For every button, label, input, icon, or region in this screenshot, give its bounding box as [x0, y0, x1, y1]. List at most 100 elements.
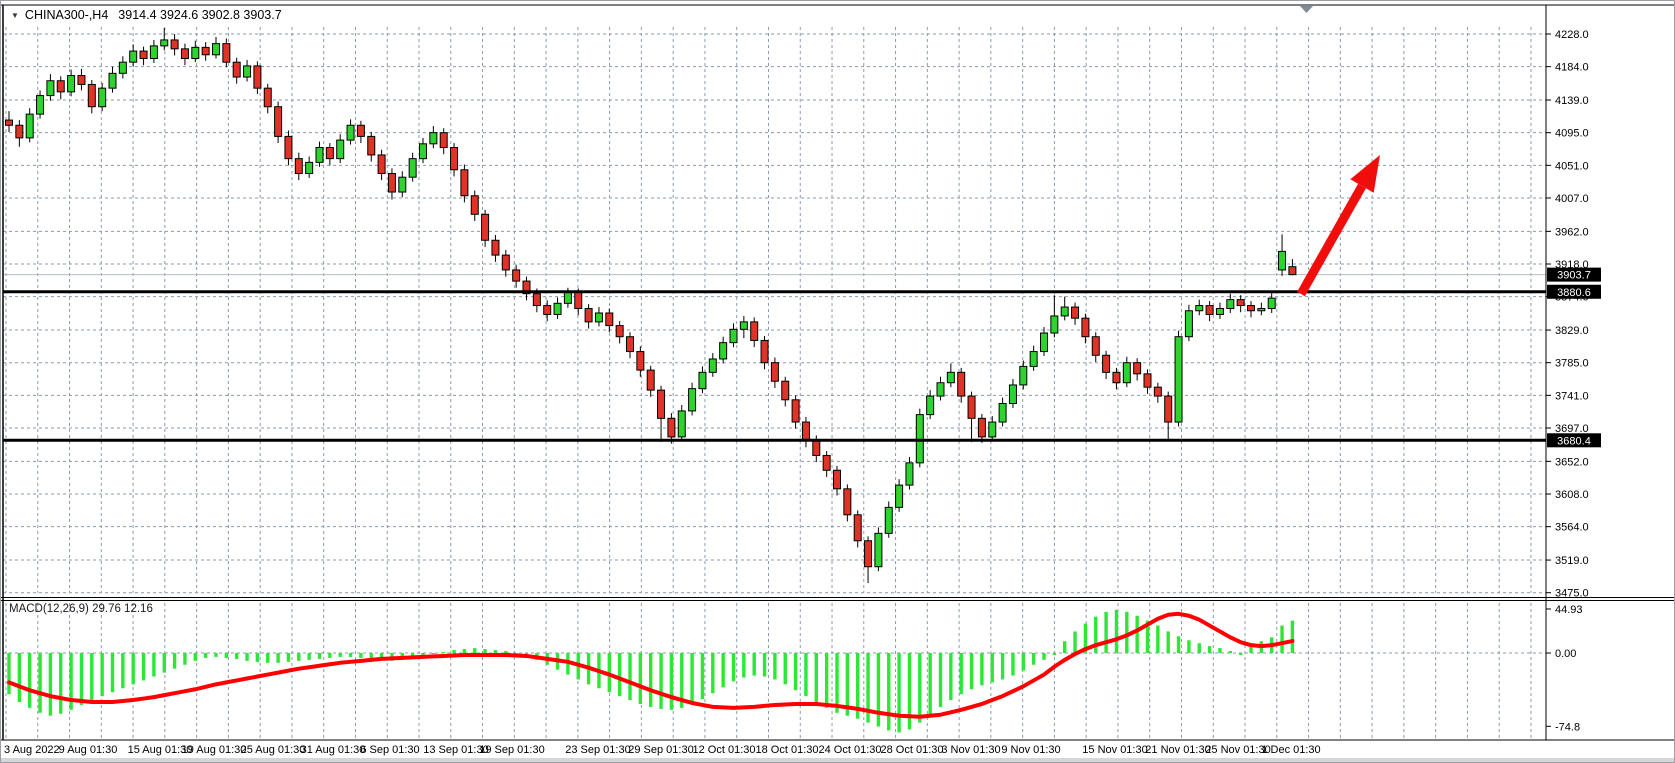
- macd-histogram-bar: [1114, 609, 1119, 653]
- candle-body: [1195, 305, 1204, 312]
- candle-body: [439, 132, 448, 149]
- candle-body: [419, 143, 427, 160]
- macd-histogram-bar: [473, 648, 477, 653]
- macd-histogram-bar: [1280, 625, 1284, 653]
- hline-price-tag: 3880.6: [1557, 287, 1591, 299]
- macd-histogram-bar: [721, 653, 725, 688]
- candle-body: [1278, 250, 1287, 271]
- candle-body: [884, 506, 893, 534]
- macd-histogram-bar: [193, 653, 197, 661]
- candle-body: [1205, 305, 1214, 315]
- macd-histogram-bar: [183, 653, 187, 665]
- candle-body: [98, 87, 107, 108]
- macd-histogram-bar: [307, 653, 311, 660]
- candle-body: [180, 48, 189, 59]
- macd-histogram-bar: [59, 653, 63, 714]
- macd-indicator-label: MACD(12,26,9) 29.76 12.16: [9, 603, 153, 615]
- candle-body: [760, 339, 769, 364]
- candle-body: [729, 328, 738, 344]
- candle-body: [108, 72, 117, 89]
- macd-histogram-bar: [162, 653, 166, 673]
- candle-body: [46, 80, 55, 97]
- date-label: 24 Oct 01:30: [819, 744, 882, 756]
- chart-shift-marker-icon[interactable]: [1300, 6, 1313, 13]
- candle-body: [977, 417, 986, 438]
- macd-histogram-bar: [742, 653, 746, 678]
- price-tick-label: 3785.0: [1555, 358, 1589, 370]
- macd-signal-line: [7, 611, 1295, 719]
- macd-histogram-bar: [1238, 653, 1243, 655]
- macd-histogram-bar: [949, 653, 953, 701]
- macd-histogram-bar: [628, 653, 632, 701]
- current-price-tag: 3903.7: [1557, 270, 1591, 282]
- macd-histogram-bar: [141, 653, 146, 681]
- candle-body: [222, 43, 231, 63]
- candle-body: [988, 421, 997, 438]
- price-tick-label: 3519.0: [1555, 555, 1589, 567]
- macd-histogram-bar: [152, 653, 156, 677]
- candle-body: [812, 440, 821, 456]
- price-tick-label: 3697.0: [1555, 423, 1589, 435]
- candle-body: [1143, 373, 1152, 388]
- macd-histogram-bar: [379, 653, 384, 660]
- date-label: 9 Aug 01:30: [59, 744, 118, 756]
- candle-body: [387, 172, 396, 193]
- candle-body: [491, 239, 500, 256]
- macd-histogram-bar: [793, 653, 798, 691]
- price-tick-label: 3475.0: [1555, 588, 1589, 600]
- macd-histogram-bar: [121, 653, 125, 689]
- candle-body: [118, 61, 127, 74]
- candle-body: [1019, 365, 1028, 386]
- macd-histogram-bar: [1125, 611, 1129, 653]
- candle-body: [501, 254, 510, 271]
- price-tick-label: 3741.0: [1555, 390, 1589, 402]
- candle-body: [874, 532, 883, 568]
- macd-histogram-bar: [1063, 641, 1067, 653]
- candle-body: [615, 325, 624, 338]
- date-label: 1 Dec 01:30: [1261, 744, 1320, 756]
- date-label: 29 Sep 01:30: [628, 744, 693, 756]
- candle-body: [294, 158, 303, 174]
- candle-body: [356, 124, 365, 137]
- macd-histogram-bar: [1249, 645, 1253, 653]
- date-label: 15 Nov 01:30: [1082, 744, 1147, 756]
- candle-body: [915, 414, 924, 464]
- macd-histogram-bar: [69, 653, 73, 710]
- candle-body: [1164, 395, 1173, 423]
- candle-body: [5, 119, 13, 126]
- trend-arrow-head-icon[interactable]: [1350, 155, 1380, 193]
- macd-histogram-bar: [980, 653, 984, 686]
- macd-histogram-bar: [1073, 631, 1077, 653]
- candle-body: [1071, 306, 1080, 319]
- macd-histogram-bar: [17, 653, 22, 702]
- macd-histogram-bar: [876, 653, 881, 727]
- macd-histogram-bar: [938, 653, 943, 707]
- price-tick-label: 3652.0: [1555, 456, 1589, 468]
- macd-histogram-bar: [731, 653, 736, 682]
- hline-price-tag: 3680.4: [1557, 435, 1591, 447]
- candle-body: [822, 454, 831, 471]
- macd-histogram-bar: [918, 653, 922, 723]
- macd-histogram-bar: [1218, 648, 1222, 653]
- chart-title-bar: ▼ CHINA300-,H4 3914.4 3924.6 3902.8 3903.7: [11, 7, 282, 23]
- macd-histogram-bar: [1176, 636, 1181, 653]
- candle-body: [719, 342, 728, 360]
- macd-histogram-bar: [907, 653, 912, 730]
- date-label: 25 Aug 01:30: [241, 744, 306, 756]
- candle-body: [543, 305, 552, 315]
- macd-tick-label: -74.8: [1555, 721, 1580, 733]
- candle-body: [1174, 336, 1183, 423]
- symbol-dropdown-icon[interactable]: ▼: [11, 11, 19, 20]
- candle-body: [657, 389, 666, 419]
- candle-body: [1226, 299, 1235, 310]
- candle-body: [791, 399, 800, 423]
- macd-histogram-bar: [100, 653, 104, 697]
- macd-histogram-bar: [266, 653, 270, 663]
- macd-histogram-bar: [1207, 646, 1212, 653]
- candle-body: [605, 312, 614, 327]
- trend-arrow-shaft[interactable]: [1297, 183, 1366, 297]
- candle-body: [708, 358, 717, 373]
- candle-body: [998, 402, 1007, 423]
